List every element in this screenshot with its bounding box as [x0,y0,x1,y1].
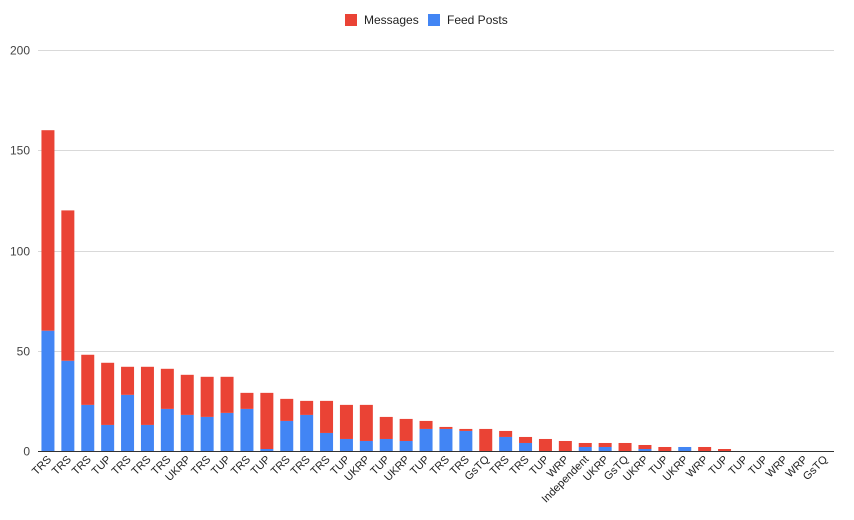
bar-segment-messages [578,442,592,447]
bar-segment-feed-posts [81,404,95,451]
x-tick-label: TRS [229,454,253,478]
bar-segment-feed-posts [280,420,294,451]
bar-segment-feed-posts [300,414,314,451]
bar-segment-feed-posts [638,449,652,451]
bar-segment-feed-posts [598,446,612,451]
bar-segment-messages [519,436,533,443]
bar-segment-messages [160,368,174,409]
bar-segment-messages [538,438,552,451]
x-tick-label: TRS [130,454,154,478]
bar-segment-feed-posts [519,442,533,451]
bar-segment-feed-posts [320,432,334,451]
bar-segment-feed-posts [101,424,115,451]
y-axis-ticks: 0 50 100 150 200 [10,44,30,459]
bar-segment-messages [61,210,75,361]
bar-segment-feed-posts [359,440,373,451]
x-tick-label: TRS [30,454,54,478]
bar-segment-messages [121,366,135,395]
bar-segment-feed-posts [220,412,234,451]
bar-segment-feed-posts [419,428,433,451]
bar-segment-feed-posts [140,424,154,451]
bar-segment-messages [419,420,433,429]
bar-segment-messages [180,374,194,415]
bars [41,130,732,451]
bar-segment-feed-posts [260,449,274,451]
y-tick-label: 150 [10,144,30,158]
x-tick-label: TRS [50,454,74,478]
x-tick-label: TRS [309,454,333,478]
bar-segment-feed-posts [499,436,513,451]
bar-segment-feed-posts [240,408,254,451]
x-tick-label: TUP [727,454,751,478]
bar-segment-feed-posts [578,446,592,451]
x-tick-label: WRP [764,454,791,481]
bar-segment-messages [598,442,612,447]
legend: Messages Feed Posts [345,13,508,27]
bar-segment-messages [260,392,274,449]
x-tick-label: TUP [707,454,731,478]
x-tick-label: TRS [289,454,313,478]
y-tick-label: 50 [17,345,31,359]
legend-swatch [345,14,357,26]
bar-segment-messages [359,404,373,441]
x-tick-label: TRS [269,454,293,478]
bar-segment-messages [718,449,732,451]
x-tick-label: TRS [508,454,532,478]
bar-segment-messages [200,376,214,417]
bar-segment-messages [101,362,115,425]
bar-segment-messages [220,376,234,413]
x-tick-label: TRS [110,454,134,478]
bar-segment-feed-posts [459,430,473,451]
bar-segment-feed-posts [339,438,353,451]
bar-segment-messages [81,354,95,405]
legend-label: Feed Posts [447,13,508,27]
gridlines [38,50,834,452]
bar-segment-messages [479,428,493,451]
bar-segment-feed-posts [200,416,214,451]
bar-segment-messages [459,428,473,431]
bar-segment-messages [698,446,712,451]
bar-segment-messages [320,400,334,433]
bar-segment-messages [379,416,393,439]
bar-segment-messages [140,366,154,425]
x-tick-label: TUP [408,454,432,478]
x-tick-label: TRS [488,454,512,478]
bar-segment-feed-posts [399,440,413,451]
bar-segment-messages [41,130,55,331]
legend-swatch [428,14,440,26]
x-tick-label: TUP [90,454,114,478]
x-tick-label: TRS [189,454,213,478]
bar-segment-messages [300,400,314,415]
x-tick-label: TUP [209,454,233,478]
bar-segment-messages [240,392,254,409]
bar-segment-feed-posts [180,414,194,451]
legend-label: Messages [364,13,419,27]
bar-segment-messages [280,398,294,421]
y-tick-label: 0 [23,445,30,459]
bar-segment-messages [658,446,672,451]
bar-segment-messages [638,444,652,449]
bar-segment-feed-posts [61,360,75,451]
bar-segment-messages [439,426,453,429]
bar-segment-messages [499,430,513,437]
x-tick-label: TUP [249,454,273,478]
bar-segment-feed-posts [439,428,453,451]
x-tick-label: WRP [684,454,711,481]
bar-segment-feed-posts [160,408,174,451]
y-tick-label: 100 [10,245,30,259]
y-tick-label: 200 [10,44,30,58]
bar-segment-messages [399,418,413,441]
bar-segment-feed-posts [121,394,135,451]
bar-segment-feed-posts [379,438,393,451]
bar-segment-feed-posts [678,446,692,451]
bar-segment-messages [618,442,632,451]
x-tick-label: TRS [428,454,452,478]
bar-segment-messages [558,440,572,451]
x-tick-label: TRS [70,454,94,478]
x-axis-ticks: TRSTRSTRSTUPTRSTRSTRSUKRPTRSTUPTRSTUPTRS… [30,453,830,505]
bar-segment-messages [339,404,353,439]
bar-segment-feed-posts [41,330,55,451]
